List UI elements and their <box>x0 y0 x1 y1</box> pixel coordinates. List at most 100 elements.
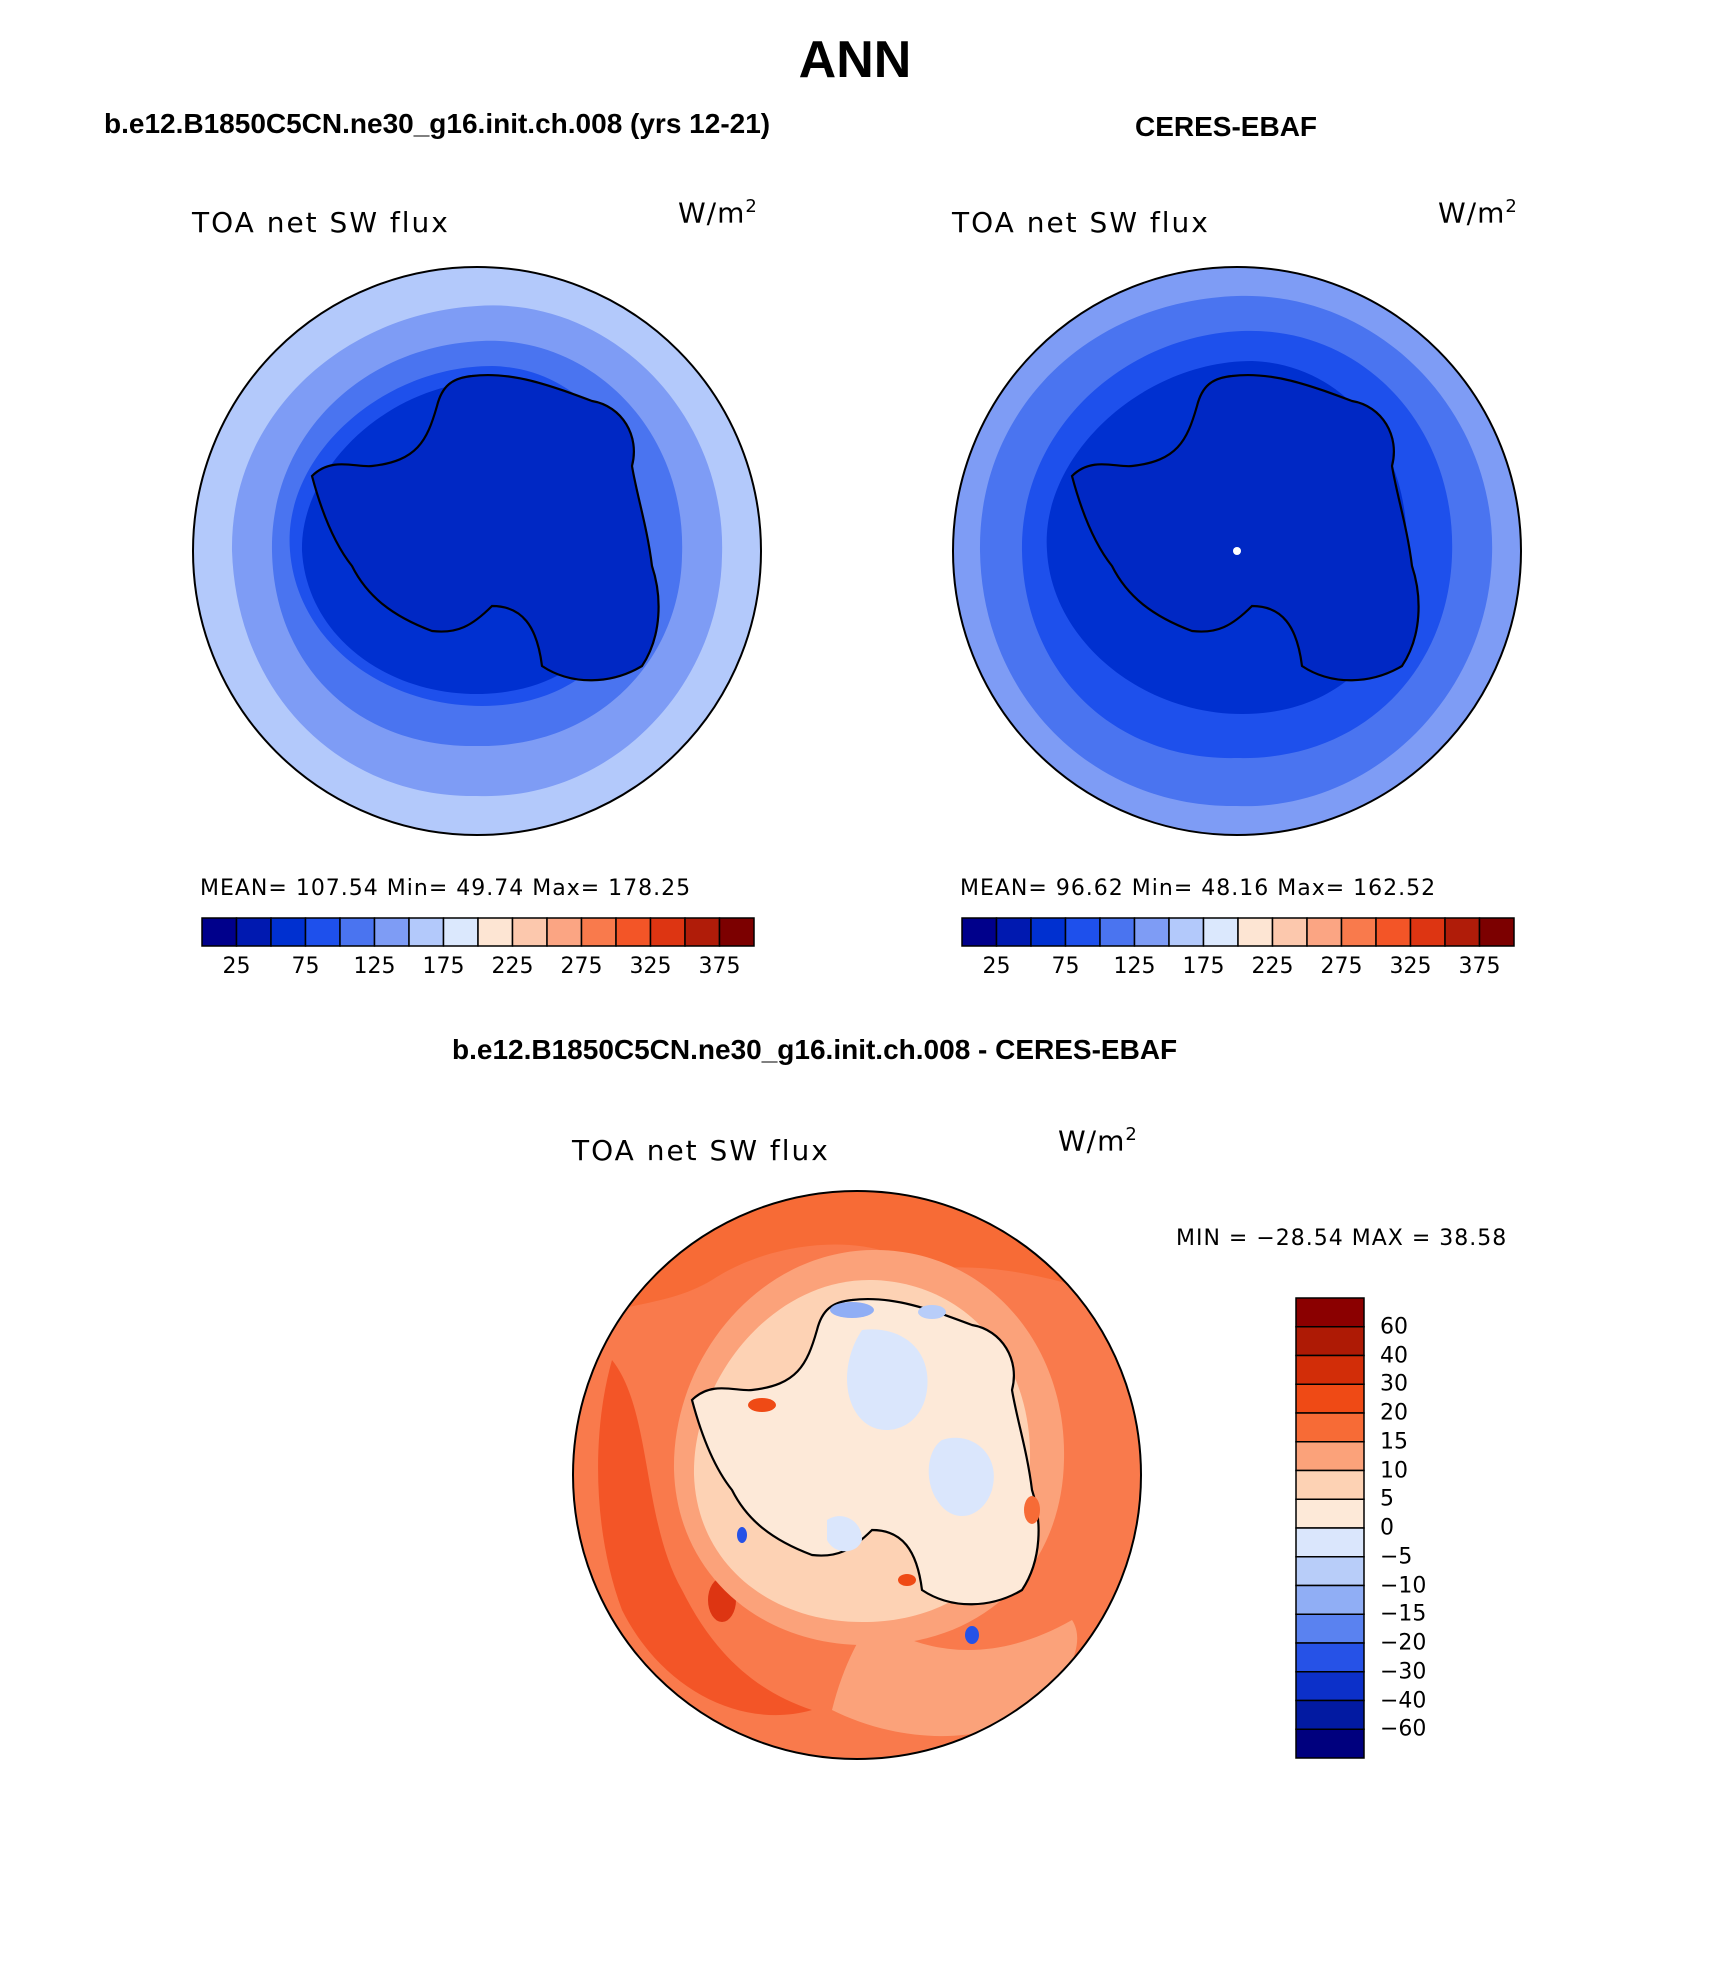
colorbar-swatch <box>1295 1469 1365 1500</box>
colorbar-tick-label: 30 <box>1380 1371 1408 1397</box>
panel-1-units: W/m2 <box>678 196 758 230</box>
colorbar-swatch <box>1295 1383 1365 1414</box>
colorbar-swatch <box>1295 1556 1365 1587</box>
colorbar-swatch <box>1409 917 1446 947</box>
colorbar-swatch <box>1295 1671 1365 1702</box>
colorbar-tick-label: 25 <box>982 954 1011 979</box>
colorbar-tick-label: 15 <box>1380 1429 1408 1455</box>
colorbar-swatch <box>442 917 479 947</box>
colorbar-swatch <box>408 917 445 947</box>
figure-title: ANN <box>798 31 912 89</box>
colorbar-tick-label: −10 <box>1380 1573 1427 1598</box>
panel-2-subtitle: CERES-EBAF <box>1135 111 1318 142</box>
colorbar-tick-label: 325 <box>629 954 672 979</box>
colorbar-swatch <box>1306 917 1343 947</box>
colorbar-tick-label: −20 <box>1380 1630 1427 1656</box>
panel-3-stats: MIN = −28.54 MAX = 38.58 <box>1176 1226 1508 1251</box>
colorbar-swatch <box>1444 917 1481 947</box>
colorbar-tick-label: −60 <box>1380 1716 1427 1742</box>
colorbar-swatch <box>1340 917 1377 947</box>
panel-1-subtitle: b.e12.B1850C5CN.ne30_g16.init.ch.008 (yr… <box>104 108 771 139</box>
colorbar-swatch <box>511 917 548 947</box>
panel-3-colorbar-ticks: 60 40 30 20 15 10 5 0 −5 −10 −15 −20 −30 −40 −60 <box>1380 1298 1460 1758</box>
panel-2-label: TOA net SW flux <box>952 206 1210 239</box>
colorbar-swatch <box>339 917 376 947</box>
colorbar-swatch <box>1478 917 1515 947</box>
colorbar-swatch <box>1295 1642 1365 1673</box>
colorbar-swatch <box>304 917 341 947</box>
colorbar-tick-label: 375 <box>698 954 741 979</box>
colorbar-tick-label: 25 <box>222 954 251 979</box>
colorbar-swatch <box>1375 917 1412 947</box>
colorbar-tick-label: 325 <box>1389 954 1432 979</box>
panel-2-colorbar <box>961 917 1515 947</box>
colorbar-tick-label: −15 <box>1380 1601 1427 1627</box>
panel-1-label: TOA net SW flux <box>192 206 450 239</box>
colorbar-tick-label: 225 <box>491 954 534 979</box>
colorbar-swatch <box>1202 917 1239 947</box>
colorbar-swatch <box>1295 1326 1365 1357</box>
colorbar-swatch <box>718 917 755 947</box>
colorbar-tick-label: 275 <box>560 954 603 979</box>
panel-3-subtitle: b.e12.B1850C5CN.ne30_g16.init.ch.008 - C… <box>452 1034 1178 1065</box>
colorbar-tick-label: 375 <box>1458 954 1501 979</box>
colorbar-swatch <box>1099 917 1136 947</box>
colorbar-tick-label: 125 <box>353 954 396 979</box>
colorbar-swatch <box>270 917 307 947</box>
colorbar-swatch <box>1271 917 1308 947</box>
colorbar-swatch <box>1295 1613 1365 1644</box>
colorbar-tick-label: −40 <box>1380 1688 1427 1713</box>
panel-1-map <box>192 266 762 836</box>
panel-1-colorbar-ticks: 25 75 125 175 225 275 325 375 <box>202 954 754 984</box>
colorbar-tick-label: −30 <box>1380 1659 1427 1685</box>
colorbar-swatch <box>477 917 514 947</box>
colorbar-swatch <box>1295 1354 1365 1385</box>
colorbar-tick-label: 75 <box>291 954 320 979</box>
colorbar-tick-label: 125 <box>1113 954 1156 979</box>
colorbar-swatch <box>201 917 238 947</box>
colorbar-swatch <box>1295 1441 1365 1472</box>
colorbar-tick-label: 175 <box>422 954 465 979</box>
colorbar-swatch <box>1168 917 1205 947</box>
colorbar-swatch <box>1295 1728 1365 1759</box>
colorbar-tick-label: 20 <box>1380 1400 1408 1426</box>
panel-3-colorbar <box>1295 1297 1365 1759</box>
colorbar-swatch <box>649 917 686 947</box>
colorbar-swatch <box>235 917 272 947</box>
colorbar-tick-label: 10 <box>1380 1458 1408 1483</box>
panel-2-colorbar-ticks: 25 75 125 175 225 275 325 375 <box>962 954 1514 984</box>
colorbar-swatch <box>1030 917 1067 947</box>
colorbar-tick-label: 60 <box>1380 1314 1408 1340</box>
colorbar-swatch <box>1295 1699 1365 1730</box>
panel-2-units: W/m2 <box>1438 196 1518 230</box>
colorbar-swatch <box>1237 917 1274 947</box>
colorbar-swatch <box>1295 1297 1365 1328</box>
colorbar-swatch <box>1295 1584 1365 1615</box>
colorbar-tick-label: 0 <box>1380 1515 1394 1541</box>
panel-3-map <box>572 1190 1142 1760</box>
colorbar-swatch <box>1295 1498 1365 1529</box>
colorbar-swatch <box>1133 917 1170 947</box>
panel-3-units: W/m2 <box>1058 1124 1138 1158</box>
colorbar-swatch <box>546 917 583 947</box>
colorbar-swatch <box>580 917 617 947</box>
colorbar-tick-label: −5 <box>1380 1544 1413 1570</box>
panel-1-stats: MEAN= 107.54 Min= 49.74 Max= 178.25 <box>200 876 692 901</box>
panel-3-label: TOA net SW flux <box>572 1134 830 1167</box>
colorbar-tick-label: 175 <box>1182 954 1225 979</box>
colorbar-tick-label: 275 <box>1320 954 1363 979</box>
colorbar-swatch <box>1295 1527 1365 1558</box>
colorbar-swatch <box>1295 1412 1365 1443</box>
panel-2-stats: MEAN= 96.62 Min= 48.16 Max= 162.52 <box>960 876 1437 901</box>
colorbar-swatch <box>961 917 998 947</box>
colorbar-swatch <box>615 917 652 947</box>
panel-1-colorbar <box>201 917 755 947</box>
colorbar-swatch <box>1064 917 1101 947</box>
colorbar-swatch <box>995 917 1032 947</box>
colorbar-tick-label: 225 <box>1251 954 1294 979</box>
colorbar-tick-label: 40 <box>1380 1343 1408 1368</box>
panel-2-map <box>952 266 1522 836</box>
colorbar-tick-label: 5 <box>1380 1486 1394 1512</box>
colorbar-swatch <box>684 917 721 947</box>
colorbar-tick-label: 75 <box>1051 954 1080 979</box>
